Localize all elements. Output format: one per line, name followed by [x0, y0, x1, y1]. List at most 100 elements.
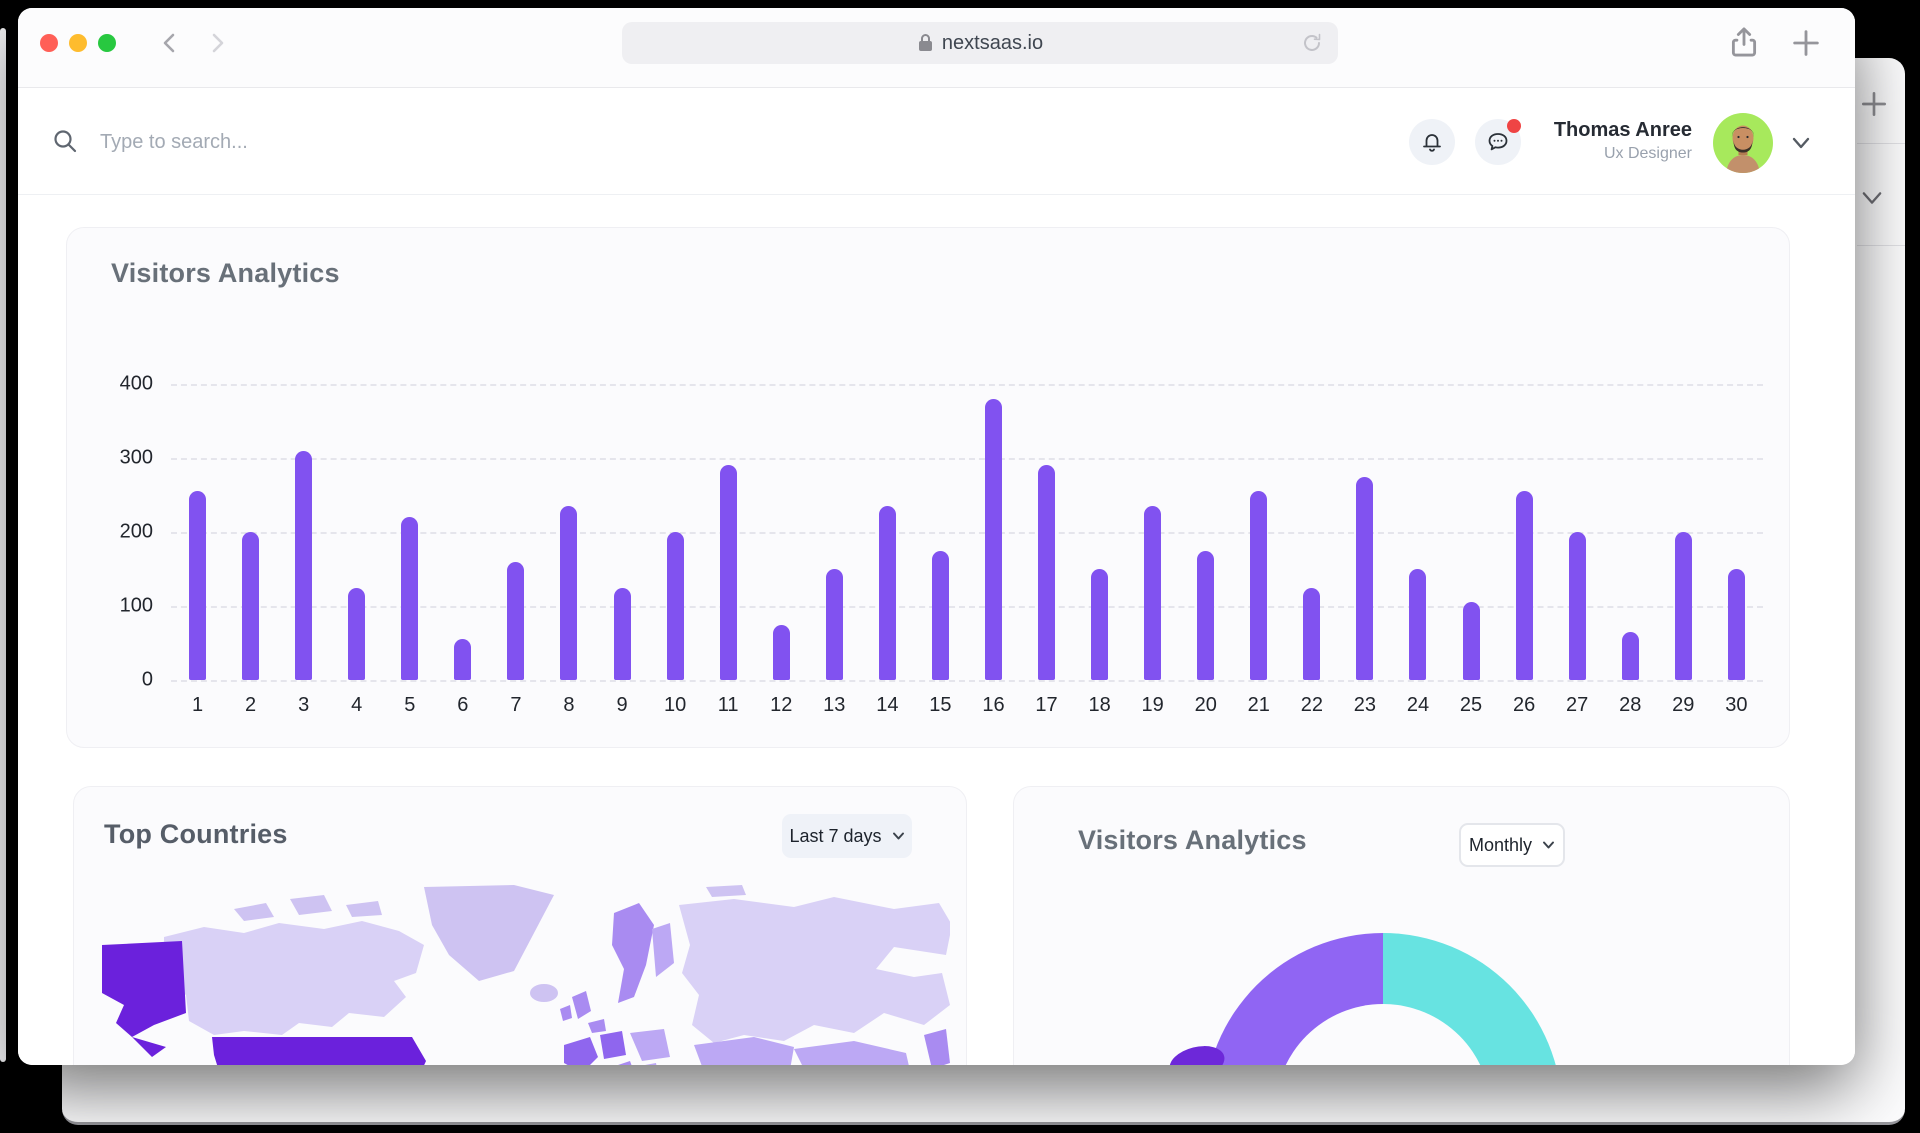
user-menu-chevron-icon[interactable]: [1790, 134, 1812, 152]
forward-button[interactable]: [203, 29, 231, 57]
zoom-window-button[interactable]: [98, 34, 116, 52]
x-tick-label: 12: [770, 694, 793, 716]
user-block[interactable]: Thomas Anree Ux Designer: [1554, 117, 1692, 165]
y-tick-label: 100: [119, 594, 153, 617]
y-tick-label: 400: [119, 372, 153, 395]
bar-day-26: [1515, 491, 1533, 680]
x-tick-label: 8: [563, 694, 575, 716]
x-tick-label: 29: [1672, 694, 1695, 716]
avatar[interactable]: [1713, 113, 1773, 173]
bar-day-3: [295, 450, 313, 680]
browser-window: nextsaas.io: [18, 8, 1855, 1065]
bar-day-5: [401, 517, 419, 680]
bar-day-6: [454, 639, 472, 680]
app-header: Thomas Anree Ux Designer: [18, 88, 1855, 195]
background-window-left-edge: [0, 28, 6, 1062]
bar-day-28: [1621, 631, 1639, 680]
bar-day-8: [560, 506, 578, 680]
bar-day-1: [189, 491, 207, 680]
bar-day-10: [666, 532, 684, 680]
x-tick-label: 18: [1088, 694, 1111, 716]
reload-icon[interactable]: [1300, 31, 1324, 55]
x-tick-label: 13: [823, 694, 846, 716]
bar-day-27: [1568, 532, 1586, 680]
bar-day-12: [772, 624, 790, 680]
chart-gridlines: [171, 384, 1763, 682]
y-tick-label: 300: [119, 446, 153, 469]
bar-chart: [171, 384, 1763, 680]
bar-day-22: [1303, 587, 1321, 680]
close-window-button[interactable]: [40, 34, 58, 52]
range-dropdown-label: Last 7 days: [789, 825, 882, 846]
gridline: [171, 680, 1763, 682]
browser-chrome: nextsaas.io: [18, 8, 1855, 88]
bar-day-16: [984, 398, 1002, 680]
range-dropdown[interactable]: Last 7 days: [782, 814, 912, 858]
card-title: Top Countries: [104, 819, 288, 849]
bar-day-2: [242, 532, 260, 680]
x-tick-label: 19: [1141, 694, 1164, 716]
notifications-button[interactable]: [1409, 119, 1455, 165]
bar-day-17: [1038, 465, 1056, 680]
x-tick-label: 26: [1512, 694, 1536, 716]
chevron-down-icon: [892, 832, 904, 839]
x-tick-label: 4: [351, 694, 363, 716]
background-new-tab-icon[interactable]: [1858, 88, 1890, 120]
x-tick-label: 25: [1459, 694, 1483, 716]
gridline: [171, 458, 1763, 460]
top-countries-card: Top Countries Last 7 days: [73, 786, 967, 1065]
share-icon[interactable]: [1727, 26, 1761, 60]
background-chevron-down-icon[interactable]: [1858, 186, 1886, 210]
unread-badge: [1507, 119, 1521, 133]
x-tick-label: 24: [1406, 694, 1430, 716]
bar-day-21: [1250, 491, 1268, 680]
x-tick-label: 30: [1725, 694, 1748, 716]
bar-day-14: [878, 506, 896, 680]
x-tick-label: 9: [616, 694, 628, 716]
chrome-divider: [18, 87, 1855, 88]
period-dropdown[interactable]: Monthly: [1459, 823, 1565, 867]
bar-day-19: [1144, 506, 1162, 680]
x-tick-label: 3: [298, 694, 310, 716]
bar-day-7: [507, 561, 525, 680]
bar-day-30: [1727, 569, 1745, 680]
address-bar[interactable]: nextsaas.io: [622, 22, 1338, 64]
gridline: [171, 532, 1763, 534]
bar-day-11: [719, 465, 737, 680]
x-axis-labels: 1 2 3 4 5 6 7 8 9 10 11 12 13 14 15 16 17 18 19 20 21 22 23 24 2…: [171, 694, 1763, 717]
x-tick-label: 16: [982, 694, 1005, 716]
chat-icon: [1488, 133, 1508, 151]
bar-day-4: [348, 587, 366, 680]
search-icon: [54, 130, 77, 153]
period-dropdown-label: Monthly: [1468, 834, 1533, 855]
x-tick-label: 21: [1247, 694, 1270, 716]
search-input[interactable]: [100, 124, 620, 160]
url-text: nextsaas.io: [941, 31, 1044, 54]
card-title: Visitors Analytics: [1078, 825, 1307, 855]
new-tab-icon[interactable]: [1789, 26, 1823, 60]
user-name: Thomas Anree: [1553, 119, 1692, 141]
x-tick-label: 27: [1566, 694, 1589, 716]
bar-day-18: [1091, 569, 1109, 680]
gridline: [171, 606, 1763, 608]
chevron-down-icon: [1543, 841, 1555, 848]
bar-day-13: [825, 569, 843, 680]
minimize-window-button[interactable]: [69, 34, 87, 52]
gridline: [171, 384, 1763, 386]
x-tick-label: 11: [717, 694, 739, 716]
bell-icon: [1423, 134, 1441, 152]
back-button[interactable]: [156, 29, 184, 57]
bar-day-23: [1356, 476, 1374, 680]
x-tick-label: 23: [1353, 694, 1377, 716]
world-map[interactable]: [94, 885, 950, 1065]
background-window-divider: [1857, 245, 1905, 246]
bar-day-9: [613, 587, 631, 680]
y-axis-labels: 0 100 200 300 400: [67, 373, 153, 691]
x-tick-label: 28: [1619, 694, 1642, 716]
bar-day-20: [1197, 550, 1215, 680]
bar-day-24: [1409, 569, 1427, 680]
x-tick-label: 2: [245, 694, 257, 716]
x-tick-label: 14: [876, 694, 899, 716]
